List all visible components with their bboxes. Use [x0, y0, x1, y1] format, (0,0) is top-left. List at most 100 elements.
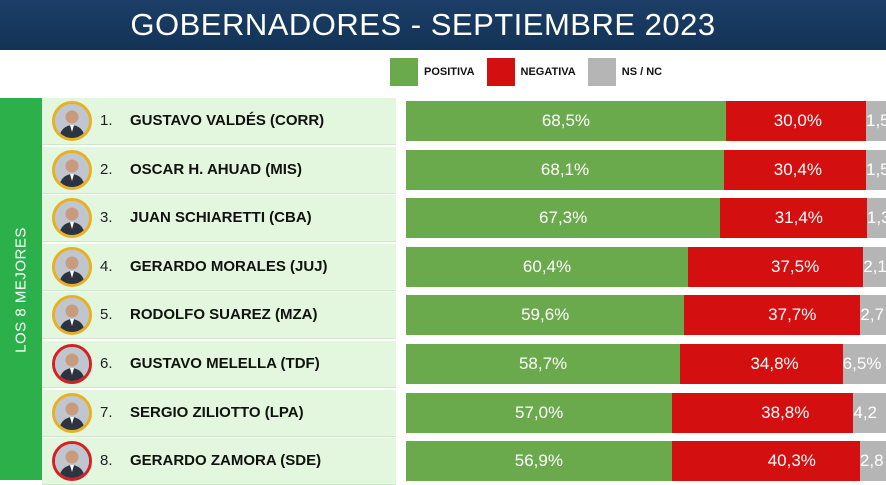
side-label: LOS 8 MEJORES	[12, 227, 30, 353]
data-label: 58,7%	[518, 354, 568, 373]
avatar	[52, 295, 92, 336]
data-label: 38,8%	[761, 402, 810, 422]
row-background	[42, 98, 396, 144]
avatar	[52, 101, 92, 141]
category-label: GERARDO ZAMORA (SDE)	[130, 452, 322, 470]
row-background	[42, 341, 396, 387]
row-background	[42, 389, 396, 436]
bar-track: 59,6% 37,7% 2,7	[406, 295, 886, 336]
data-label: 68,1%	[540, 159, 590, 179]
row-background	[42, 195, 396, 242]
data-label: 2,7	[860, 305, 885, 325]
row-background	[42, 438, 396, 485]
legend-label-negativa: NEGATIVA	[520, 66, 576, 78]
avatar	[52, 441, 92, 482]
data-label: 2,1	[863, 256, 886, 276]
data-label: 57,0%	[514, 402, 564, 422]
avatar	[52, 392, 92, 433]
chart-title: GOBERNADORES - SEPTIEMBRE 2023	[130, 7, 716, 42]
data-label: 6,5%	[842, 354, 882, 373]
legend-label-positiva: POSITIVA	[424, 66, 475, 78]
bar-track: 56,9% 40,3% 2,8	[406, 441, 886, 482]
bar-negativa: 30,0%	[725, 101, 866, 141]
bar-track: 68,1% 30,4% 1,5	[406, 149, 886, 190]
data-label: 37,7%	[768, 305, 817, 325]
bar-track: 60,4% 37,5% 2,1	[406, 246, 886, 287]
bar-nsnc: 1,5	[865, 101, 886, 141]
table-row: 2. OSCAR H. AHUAD (MIS) 68,1% 30,4% 1,5	[42, 146, 886, 194]
data-label: 37,5%	[770, 256, 820, 276]
bar-nsnc: 2,8	[859, 441, 886, 482]
category-label: OSCAR H. AHUAD (MIS)	[130, 160, 302, 178]
data-label: 30,4%	[773, 159, 822, 179]
avatar	[52, 198, 92, 239]
table-row: 8. GERARDO ZAMORA (SDE) 56,9% 40,3% 2,8	[42, 438, 886, 485]
row-divider	[42, 289, 396, 291]
data-label: 2,8	[859, 451, 884, 471]
avatar	[52, 149, 92, 190]
bar-negativa: 30,4%	[724, 149, 866, 190]
bar-track: 67,3% 31,4% 1,3	[406, 198, 886, 239]
bar-negativa: 34,8%	[680, 344, 843, 384]
category-label: GERARDO MORALES (JUJ)	[130, 257, 328, 275]
bar-nsnc: 4,2	[853, 392, 886, 433]
bar-nsnc: 1,3	[866, 198, 886, 239]
data-label: 68,5%	[541, 111, 591, 130]
bar-positiva: 58,7%	[406, 344, 681, 384]
rank-number: 4.	[100, 257, 113, 275]
rank-number: 1.	[100, 112, 113, 129]
table-row: 6. GUSTAVO MELELLA (TDF) 58,7% 34,8% 6,5%	[42, 341, 886, 388]
data-label: 1,5	[865, 111, 886, 130]
category-label: SERGIO ZILIOTTO (LPA)	[130, 403, 304, 421]
row-divider	[42, 192, 396, 194]
row-divider	[42, 338, 396, 340]
data-label: 60,4%	[522, 256, 572, 276]
table-row: 4. GERARDO MORALES (JUJ) 60,4% 37,5% 2,1	[42, 243, 886, 291]
data-label: 1,3	[866, 208, 886, 228]
row-divider	[42, 241, 396, 243]
data-label: 40,3%	[767, 451, 816, 471]
row-divider	[42, 387, 396, 388]
bar-negativa: 31,4%	[720, 198, 867, 239]
rank-number: 6.	[100, 355, 113, 372]
legend-swatch-positiva	[390, 58, 418, 86]
bar-negativa: 37,5%	[688, 246, 864, 287]
data-label: 67,3%	[539, 208, 588, 228]
data-label: 31,4%	[774, 208, 823, 228]
table-row: 7. SERGIO ZILIOTTO (LPA) 57,0% 38,8% 4,2	[42, 389, 886, 437]
legend-label-nsnc: NS / NC	[621, 66, 663, 78]
table-row: 5. RODOLFO SUAREZ (MZA) 59,6% 37,7% 2,7	[42, 292, 886, 340]
bar-nsnc: 1,5	[865, 149, 886, 190]
header-bar: GOBERNADORES - SEPTIEMBRE 2023	[0, 0, 886, 50]
legend-swatch-nsnc	[587, 58, 616, 86]
data-label: 59,6%	[521, 305, 570, 325]
bar-positiva: 59,6%	[406, 295, 685, 336]
legend: POSITIVA NEGATIVA NS / NC	[390, 58, 674, 86]
rank-number: 5.	[100, 306, 113, 324]
category-label: GUSTAVO VALDÉS (CORR)	[130, 112, 325, 129]
legend-item-negativa: NEGATIVA	[486, 58, 576, 86]
category-label: RODOLFO SUAREZ (MZA)	[130, 306, 318, 324]
row-background	[42, 243, 396, 290]
data-label: 30,0%	[773, 111, 822, 130]
bar-nsnc: 6,5%	[842, 344, 886, 384]
legend-item-positiva: POSITIVA	[390, 58, 475, 86]
rank-number: 3.	[100, 209, 113, 227]
legend-item-nsnc: NS / NC	[587, 58, 663, 86]
bar-positiva: 68,5%	[406, 101, 726, 141]
bar-track: 68,5% 30,0% 1,5	[406, 101, 886, 141]
table-row: 1. GUSTAVO VALDÉS (CORR) 68,5% 30,0% 1,5	[42, 98, 886, 145]
bar-positiva: 67,3%	[406, 198, 721, 239]
bar-negativa: 38,8%	[672, 392, 854, 433]
bar-negativa: 37,7%	[684, 295, 861, 336]
bar-nsnc: 2,7	[860, 295, 886, 336]
bar-positiva: 60,4%	[406, 246, 689, 287]
data-label: 56,9%	[514, 451, 563, 471]
side-band	[0, 98, 42, 480]
data-label: 1,5	[865, 159, 886, 179]
row-divider	[42, 435, 396, 437]
data-label: 34,8%	[750, 354, 799, 373]
row-background	[42, 146, 396, 193]
bar-track: 58,7% 34,8% 6,5%	[406, 344, 886, 384]
data-label: 4,2	[853, 402, 878, 422]
